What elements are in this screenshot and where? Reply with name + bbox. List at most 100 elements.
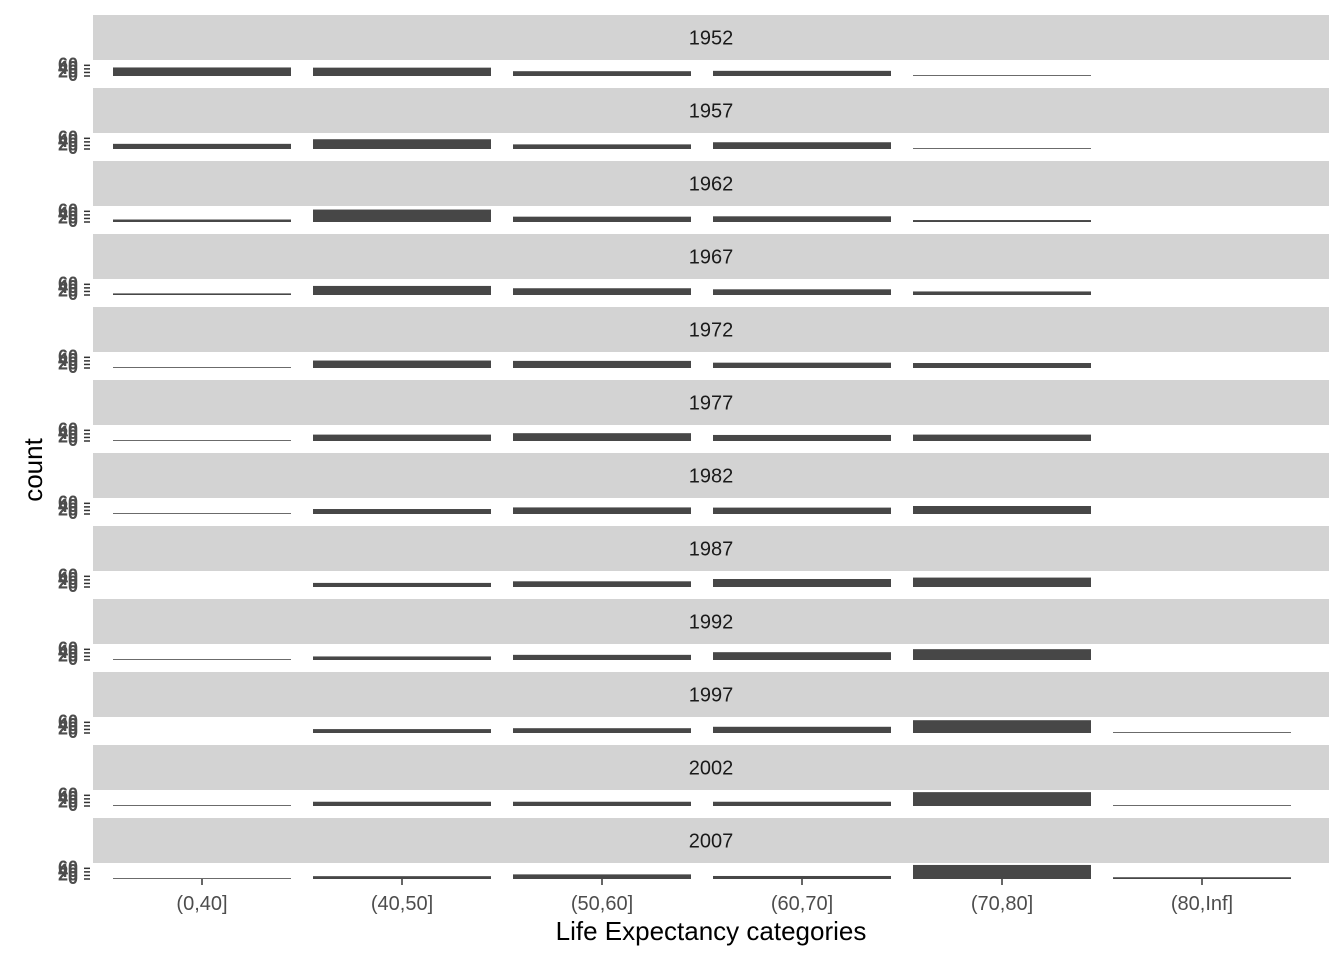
bar — [313, 67, 491, 76]
bar — [913, 720, 1091, 733]
bar — [513, 581, 691, 587]
bar — [1113, 805, 1291, 806]
y-tick-label: 20 — [58, 61, 78, 81]
bar — [713, 216, 891, 222]
facet-strip-background — [93, 453, 1329, 498]
y-tick-label: 40 — [58, 569, 78, 589]
y-tick-label: 60 — [58, 346, 78, 366]
facet-strip-background — [93, 672, 1329, 717]
y-tick-label: 20 — [58, 280, 78, 300]
bar — [513, 288, 691, 295]
facet-strip-background — [93, 599, 1329, 644]
bar — [513, 507, 691, 514]
bar — [113, 143, 291, 149]
y-tick-label: 0 — [68, 868, 78, 888]
facet-strip-background — [93, 161, 1329, 206]
y-tick-label: 40 — [58, 131, 78, 151]
bar — [713, 70, 891, 76]
facet-strip-background — [93, 15, 1329, 60]
bar — [913, 363, 1091, 368]
x-axis-title: Life Expectancy categories — [556, 916, 867, 946]
y-tick-label: 40 — [58, 204, 78, 224]
x-tick-label: (60,70] — [771, 893, 833, 915]
bar — [113, 513, 291, 514]
y-tick-label: 0 — [68, 795, 78, 815]
y-tick-label: 0 — [68, 211, 78, 231]
bar — [513, 216, 691, 222]
bar — [313, 509, 491, 514]
y-tick-label: 60 — [58, 711, 78, 731]
y-tick-label: 60 — [58, 419, 78, 439]
bar — [513, 654, 691, 660]
bar — [913, 291, 1091, 295]
y-tick-label: 0 — [68, 138, 78, 158]
y-tick-label: 20 — [58, 718, 78, 738]
bar — [713, 142, 891, 149]
facet-strip-label: 2002 — [689, 758, 734, 780]
x-tick-label: (70,80] — [971, 893, 1033, 915]
bar — [113, 67, 291, 76]
bar — [713, 875, 891, 879]
bar — [513, 360, 691, 368]
y-tick-label: 60 — [58, 565, 78, 585]
y-tick-label: 20 — [58, 134, 78, 154]
facet-strip-background — [93, 88, 1329, 133]
bar — [313, 801, 491, 806]
y-tick-label: 60 — [58, 492, 78, 512]
bar — [1113, 877, 1291, 879]
y-tick-label: 60 — [58, 200, 78, 220]
y-tick-label: 20 — [58, 864, 78, 884]
bar — [513, 144, 691, 149]
y-tick-label: 0 — [68, 65, 78, 85]
y-tick-label: 60 — [58, 857, 78, 877]
y-tick-label: 20 — [58, 207, 78, 227]
bar — [513, 801, 691, 806]
y-tick-label: 40 — [58, 861, 78, 881]
bar — [113, 293, 291, 295]
y-tick-label: 60 — [58, 54, 78, 74]
facet-strip-label: 1957 — [689, 101, 734, 123]
y-tick-label: 0 — [68, 430, 78, 450]
y-tick-label: 40 — [58, 642, 78, 662]
bar — [513, 728, 691, 733]
facet-strip-label: 1952 — [689, 28, 734, 50]
bar — [913, 792, 1091, 806]
bar — [713, 362, 891, 368]
bar — [713, 652, 891, 660]
bar — [713, 434, 891, 441]
bar — [713, 726, 891, 733]
bar — [713, 507, 891, 514]
x-tick-label: (80,Inf] — [1171, 893, 1233, 915]
facet-strip-label: 2007 — [689, 831, 734, 853]
bar — [513, 71, 691, 76]
y-tick-label: 40 — [58, 496, 78, 516]
facet-panels: 1952020406019570204060196202040601967020… — [58, 15, 1329, 888]
facet-strip-background — [93, 745, 1329, 790]
x-tick-label: (50,60] — [571, 893, 633, 915]
y-tick-label: 0 — [68, 576, 78, 596]
bar — [313, 656, 491, 660]
y-tick-label: 40 — [58, 350, 78, 370]
facet-strip-label: 1997 — [689, 685, 734, 707]
y-tick-label: 60 — [58, 638, 78, 658]
bar — [913, 220, 1091, 222]
y-tick-label: 40 — [58, 277, 78, 297]
facet-strip-label: 1977 — [689, 393, 734, 415]
facet-strip-label: 1972 — [689, 320, 734, 342]
x-tick-label: (40,50] — [371, 893, 433, 915]
bar — [913, 148, 1091, 149]
facet-strip-background — [93, 307, 1329, 352]
y-tick-label: 40 — [58, 423, 78, 443]
y-tick-label: 20 — [58, 645, 78, 665]
bar — [113, 367, 291, 368]
bar — [713, 801, 891, 806]
bar — [913, 577, 1091, 587]
y-tick-label: 40 — [58, 715, 78, 735]
